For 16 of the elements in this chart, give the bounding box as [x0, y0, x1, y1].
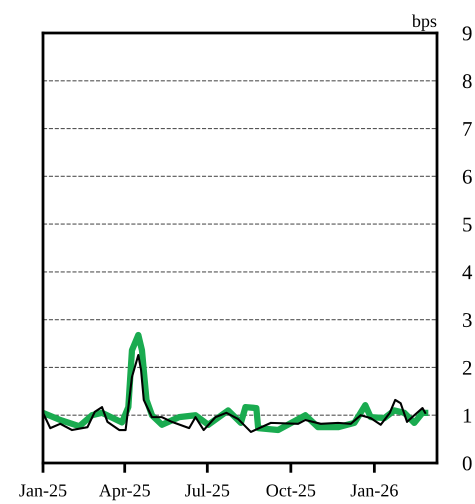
y-axis-title: bps: [412, 14, 436, 31]
x-tick-label: Apr-25: [98, 484, 150, 500]
y-tick-label: 9: [462, 26, 472, 40]
x-tick-label: Oct-25: [266, 484, 316, 497]
x-tick-label: Jul-25: [185, 484, 230, 497]
y-tick-label: 0: [462, 456, 472, 470]
x-tick-label: Jan-26: [350, 484, 398, 497]
y-tick-label: 1: [464, 408, 472, 422]
y-tick-label: 2: [462, 360, 472, 375]
y-tick-label: 6: [462, 170, 472, 184]
y-tick-label: 4: [462, 265, 472, 280]
y-tick-label: 7: [463, 122, 472, 136]
y-tick-label: 3: [462, 313, 472, 328]
y-tick-label: 5: [463, 218, 472, 232]
y-tick-label: 8: [462, 74, 472, 88]
x-tick-label: Jan-25: [19, 484, 66, 497]
